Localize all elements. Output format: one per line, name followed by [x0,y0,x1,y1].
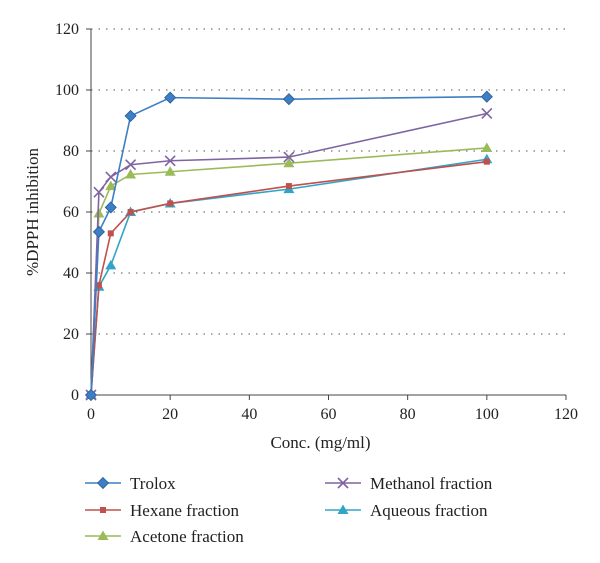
data-point [105,180,117,191]
legend-marker [337,504,349,514]
legend-item: Acetone fraction [85,527,244,546]
legend-label: Hexane fraction [130,501,240,520]
x-tick-label: 20 [162,406,178,423]
x-tick-label: 60 [321,406,337,423]
y-tick-label: 20 [63,326,79,343]
x-tick-label: 80 [400,406,416,423]
data-point [125,159,137,171]
legend-marker [96,476,110,490]
series-trolox [84,90,493,402]
data-point [481,107,493,120]
data-point [84,388,98,402]
legend-marker [100,507,106,513]
data-point [124,109,137,122]
data-point [93,208,105,218]
y-tick-label: 0 [71,387,79,404]
series-methanol-fraction [85,107,493,401]
data-point [481,142,493,152]
series-aqueous-fraction [85,153,493,399]
series-line [90,95,487,396]
series-line [90,158,487,396]
legend-item: Hexane fraction [85,501,240,520]
data-point [483,158,490,165]
data-point [283,151,295,163]
legend-marker [97,530,109,540]
legend-label: Methanol fraction [370,474,493,493]
x-tick-label: 0 [87,406,95,423]
data-point [164,166,176,176]
legend-marker [337,477,349,489]
data-point [285,183,292,190]
data-point [105,259,117,270]
legend-label: Trolox [130,474,176,493]
data-point [283,157,295,168]
data-point [127,209,134,215]
series-group [84,90,493,402]
data-point [480,90,493,103]
data-point [107,230,114,237]
legend-item: Methanol fraction [325,474,493,493]
legend: Trolox Methanol fraction Hexane fraction Aq… [85,474,493,546]
series-line [90,160,487,396]
data-point [93,186,105,198]
data-point [104,201,117,214]
legend-label: Aqueous fraction [370,501,488,520]
tick-labels: 0 20 40 60 80 100 120 0 20 40 60 80 100 120 [55,21,578,423]
x-tick-label: 120 [554,406,578,423]
axes [86,28,567,400]
y-axis-label: %DPPH inhibition [23,148,42,276]
data-point [167,200,174,207]
legend-item: Trolox [85,474,176,493]
data-point [282,93,295,106]
legend-label: Acetone fraction [130,527,244,546]
x-tick-label: 40 [241,406,257,423]
data-point [164,91,177,104]
y-tick-label: 100 [55,82,79,99]
y-tick-label: 80 [63,143,79,160]
y-tick-label: 60 [63,204,79,221]
data-point [105,171,117,183]
data-point [125,168,137,179]
legend-item: Aqueous fraction [325,501,488,520]
series-line [90,112,488,396]
data-point [95,282,102,289]
series-hexane-fraction [88,158,490,398]
data-point [164,155,176,167]
y-tick-label: 40 [63,265,79,282]
series-acetone-fraction [85,142,493,399]
x-axis-label: Conc. (mg/ml) [270,433,370,452]
x-tick-label: 100 [475,406,499,423]
data-point [92,225,105,238]
y-tick-label: 120 [55,21,79,38]
